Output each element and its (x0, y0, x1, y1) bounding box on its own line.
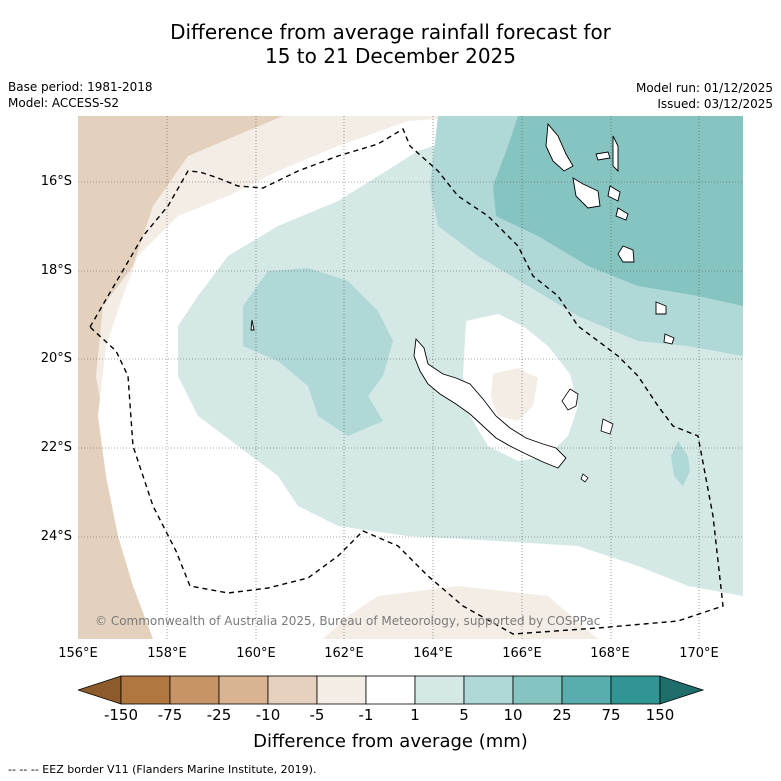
lon-label-166e: 166°E (492, 646, 552, 661)
lon-label-162e: 162°E (314, 646, 374, 661)
eez-legend-footer: -- -- -- EEZ border V11 (Flanders Marine… (8, 763, 316, 776)
model-name: Model: ACCESS-S2 (8, 96, 119, 111)
colorbar-swatch (464, 676, 513, 704)
lat-label-24s: 24°S (12, 529, 72, 544)
lon-label-164e: 164°E (403, 646, 463, 661)
model-run: Model run: 01/12/2025 (636, 81, 773, 96)
lon-label-160e: 160°E (226, 646, 286, 661)
colorbar-swatch (121, 676, 170, 704)
colorbar-label: 10 (488, 706, 538, 724)
colorbar-swatch (513, 676, 562, 704)
rainfall-map (78, 116, 743, 639)
lon-label-158e: 158°E (137, 646, 197, 661)
colorbar-label: -25 (194, 706, 244, 724)
lat-label-18s: 18°S (12, 263, 72, 278)
lon-label-168e: 168°E (580, 646, 640, 661)
lat-label-20s: 20°S (12, 351, 72, 366)
colorbar-swatch (268, 676, 317, 704)
lon-label-156e: 156°E (48, 646, 108, 661)
lat-label-22s: 22°S (12, 440, 72, 455)
island-vanuatu-2 (596, 152, 610, 160)
colorbar-title: Difference from average (mm) (0, 731, 781, 752)
colorbar-swatch (219, 676, 268, 704)
colorbar-extend-low (78, 676, 121, 704)
colorbar-label: 25 (537, 706, 587, 724)
colorbar-swatch (415, 676, 464, 704)
colorbar-swatch (611, 676, 660, 704)
lon-label-170e: 170°E (669, 646, 729, 661)
colorbar-label: 75 (586, 706, 636, 724)
base-period: Base period: 1981-2018 (8, 80, 153, 95)
map-svg (78, 116, 743, 639)
colorbar-swatch (317, 676, 366, 704)
issued-date: Issued: 03/12/2025 (657, 97, 773, 112)
colorbar-label: -5 (292, 706, 342, 724)
title-line-2: 15 to 21 December 2025 (0, 44, 781, 68)
colorbar-label: -150 (96, 706, 146, 724)
colorbar-label: -1 (341, 706, 391, 724)
colorbar-swatch (366, 676, 415, 704)
lat-label-16s: 16°S (12, 174, 72, 189)
colorbar-swatch (562, 676, 611, 704)
colorbar-swatch (170, 676, 219, 704)
colorbar-label: 1 (390, 706, 440, 724)
title-line-1: Difference from average rainfall forecas… (0, 20, 781, 44)
colorbar-label: 150 (635, 706, 685, 724)
colorbar-label: 5 (439, 706, 489, 724)
colorbar-extend-high (660, 676, 703, 704)
colorbar-label: -75 (145, 706, 195, 724)
colorbar-label: -10 (243, 706, 293, 724)
colorbar (78, 674, 705, 706)
copyright-notice: © Commonwealth of Australia 2025, Bureau… (95, 614, 600, 628)
